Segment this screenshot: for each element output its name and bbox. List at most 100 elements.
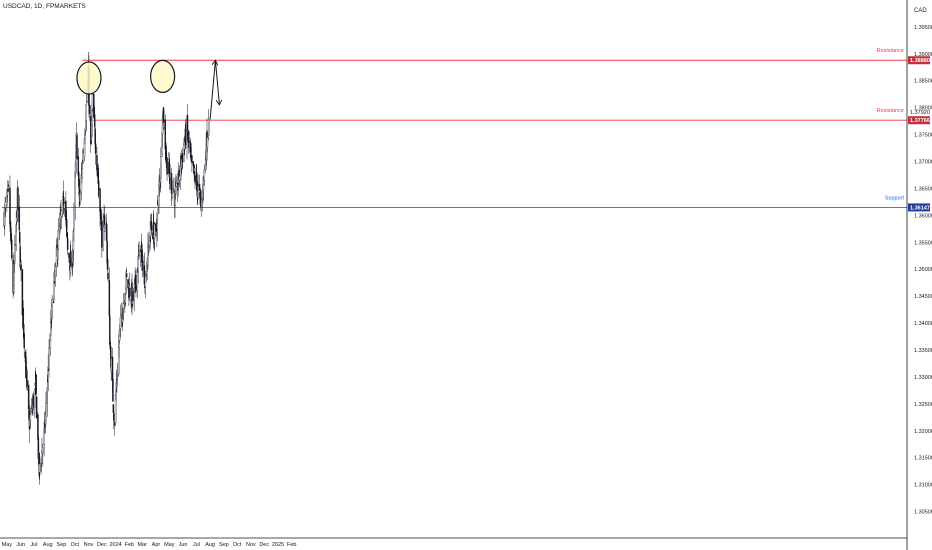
candle-body	[181, 153, 184, 162]
candle-body	[91, 94, 94, 109]
y-tick-label: 1.32000	[914, 429, 932, 435]
candle-body	[96, 154, 98, 171]
resistance-price-badge	[908, 116, 930, 125]
candle-body	[178, 176, 181, 181]
x-tick-label: Nov	[84, 542, 94, 548]
candle-body	[125, 273, 128, 278]
candle-body	[14, 244, 16, 262]
y-tick-label: 1.39000	[914, 52, 932, 58]
candle-body	[112, 404, 115, 413]
candle-body	[23, 333, 25, 349]
candle-body	[34, 389, 36, 408]
candle-body	[132, 291, 134, 302]
candle-body	[83, 139, 86, 157]
chart-title: USDCAD, 1D, FPMARKETS	[3, 3, 86, 10]
candle-body	[29, 414, 32, 421]
candle-body	[18, 206, 21, 231]
y-tick-label: 1.38500	[914, 79, 932, 85]
y-tick-label: 1.37000	[914, 159, 932, 165]
candle-body	[137, 256, 139, 273]
candle-body	[129, 288, 131, 297]
candle-body	[153, 224, 156, 239]
support-price-badge-text: 1.36147	[910, 205, 930, 211]
candle-body	[60, 210, 63, 217]
y-tick-label: 1.35000	[914, 267, 932, 273]
candle-body	[144, 276, 147, 288]
candle-body	[50, 318, 52, 336]
candle-body	[147, 246, 150, 248]
time-axis[interactable]: May Jun Jul Aug Sep Oct Nov Dec 2024 Feb Mar Apr May…	[2, 542, 297, 548]
candle-body	[82, 152, 84, 163]
candle-body	[21, 269, 24, 316]
candle-body	[143, 265, 146, 285]
candle-body	[53, 282, 55, 300]
candle-body	[169, 173, 171, 179]
candle-body	[98, 180, 100, 190]
candle-body	[66, 238, 69, 251]
candle-body	[160, 156, 162, 178]
candle-body	[59, 214, 62, 219]
x-tick-label: Jul	[193, 542, 200, 548]
horizontal-levels[interactable]: Resistance Resistance Support	[2, 48, 907, 208]
x-tick-label: Dec	[259, 542, 269, 548]
candle-body	[107, 273, 109, 280]
candle-body	[116, 375, 119, 377]
y-tick-label: 1.32500	[914, 402, 932, 408]
y-tick-label: 1.36000	[914, 213, 932, 219]
candle-body	[197, 186, 199, 195]
candle-body	[48, 347, 50, 369]
candle-body	[175, 182, 178, 187]
candle-body	[94, 143, 97, 154]
candle-body	[27, 384, 30, 410]
y-tick-label: 1.34000	[914, 321, 932, 327]
candle-body	[141, 249, 143, 271]
x-tick-label: Jul	[30, 542, 37, 548]
candle-body	[94, 114, 96, 127]
candle-body	[110, 358, 112, 372]
candle-body	[35, 374, 37, 394]
y-tick-label: 1.34500	[914, 294, 932, 300]
price-badges: 1.38880 1.37766 1.36147 1.37920	[908, 56, 930, 212]
y-tick-label: 1.37500	[914, 133, 932, 139]
candle-body	[19, 231, 21, 243]
candle-body	[119, 317, 122, 329]
secondary-price-label: 1.37920	[910, 110, 930, 116]
candle-body	[15, 224, 17, 247]
candle-body	[203, 169, 206, 181]
candle-body	[133, 287, 135, 301]
support-price-badge	[908, 203, 930, 212]
candle-body	[163, 122, 165, 128]
x-tick-label: Jun	[16, 542, 25, 548]
x-tick-label: Mar	[137, 542, 147, 548]
resistance-price-badge-text: 1.38880	[910, 58, 930, 64]
y-tick-label: 1.31500	[914, 456, 932, 462]
candle-body	[4, 201, 7, 208]
x-tick-label: Sep	[57, 542, 67, 548]
annotations[interactable]	[76, 59, 219, 120]
candle-body	[10, 227, 12, 242]
candle-body	[51, 298, 53, 307]
y-tick-label: 1.39500	[914, 25, 932, 31]
resistance-price-badge-text: 1.37766	[910, 118, 930, 124]
candle-body	[73, 209, 75, 231]
candle-body	[106, 258, 109, 271]
candle-body	[164, 119, 167, 150]
candle-body	[42, 446, 44, 455]
candle-body	[112, 378, 114, 402]
candle-body	[85, 104, 88, 121]
x-tick-label: May	[164, 542, 175, 548]
candle-body	[188, 131, 190, 143]
resistance-label: Resistance	[877, 108, 904, 114]
y-tick-label: 1.33500	[914, 348, 932, 354]
price-axis[interactable]: 1.39500 1.39000 1.38500 1.38000 1.37500 1.370…	[914, 25, 932, 516]
highlight-circle	[150, 59, 176, 93]
y-tick-label: 1.30500	[914, 510, 932, 516]
candle-body	[146, 265, 148, 280]
candle-body	[22, 307, 25, 330]
candle-body	[63, 203, 66, 209]
x-tick-label: Oct	[70, 542, 79, 548]
candle-body	[54, 266, 56, 278]
highlight-circle	[76, 61, 102, 95]
candle-body	[79, 193, 81, 203]
